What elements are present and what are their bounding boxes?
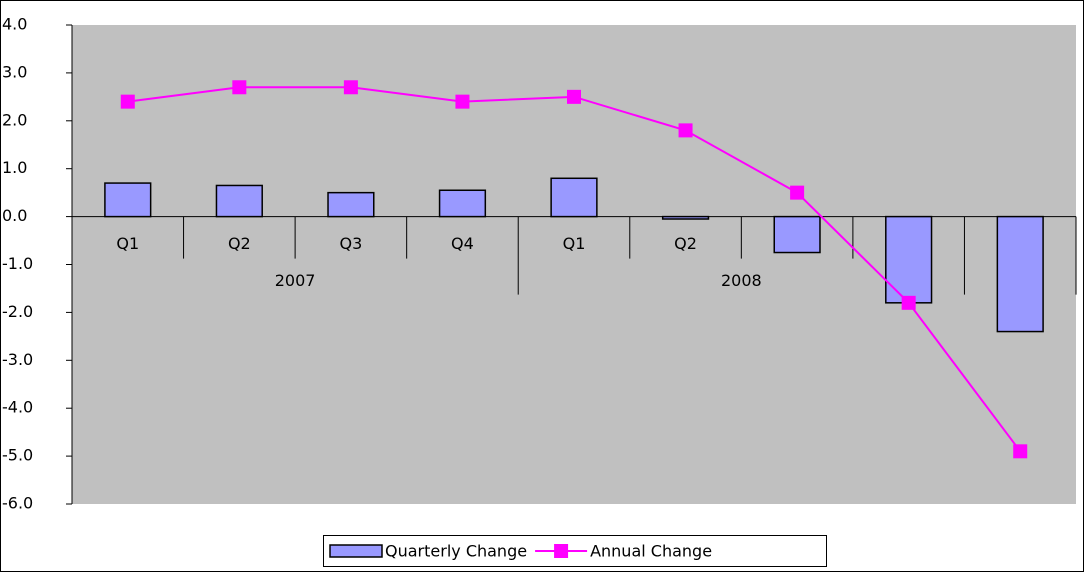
y-tick-label: 3.0 [2,62,27,81]
x-group-label: 2007 [275,271,316,290]
marker [455,94,470,109]
marker [232,80,247,95]
x-tick-label: Q1 [116,234,139,253]
y-tick-label: -1.0 [2,254,33,273]
x-tick-label: Q2 [674,234,697,253]
marker [901,295,916,310]
marker [790,185,805,200]
legend-swatch [329,544,383,558]
x-tick-label: Q2 [228,234,251,253]
y-tick-label: 2.0 [2,110,27,129]
bar [550,177,598,218]
x-tick-label: Q4 [451,234,474,253]
bar [996,215,1044,333]
bar [773,215,821,254]
legend-label: Quarterly Change [385,542,527,561]
bar [215,184,263,218]
bar [885,215,933,304]
x-tick-label: Q3 [339,234,362,253]
marker [1013,444,1028,459]
x-tick-label: Q1 [563,234,586,253]
bar [327,191,375,218]
bar [104,182,152,218]
y-tick-label: -5.0 [2,446,33,465]
marker [343,80,358,95]
y-tick-label: -4.0 [2,398,33,417]
x-group-label: 2008 [721,271,762,290]
legend-label: Annual Change [590,542,712,561]
y-tick-label: 4.0 [2,15,27,34]
marker [567,89,581,104]
legend-box [323,535,827,567]
y-tick-label: 1.0 [2,158,27,177]
y-tick-label: -6.0 [2,494,33,513]
y-tick-label: 0.0 [2,206,27,225]
y-tick-label: -3.0 [2,350,33,369]
y-tick-label: -2.0 [2,302,33,321]
marker [678,123,693,138]
bar [661,215,710,220]
marker [120,94,135,109]
bar [438,189,487,218]
legend-swatch-marker [554,544,569,558]
